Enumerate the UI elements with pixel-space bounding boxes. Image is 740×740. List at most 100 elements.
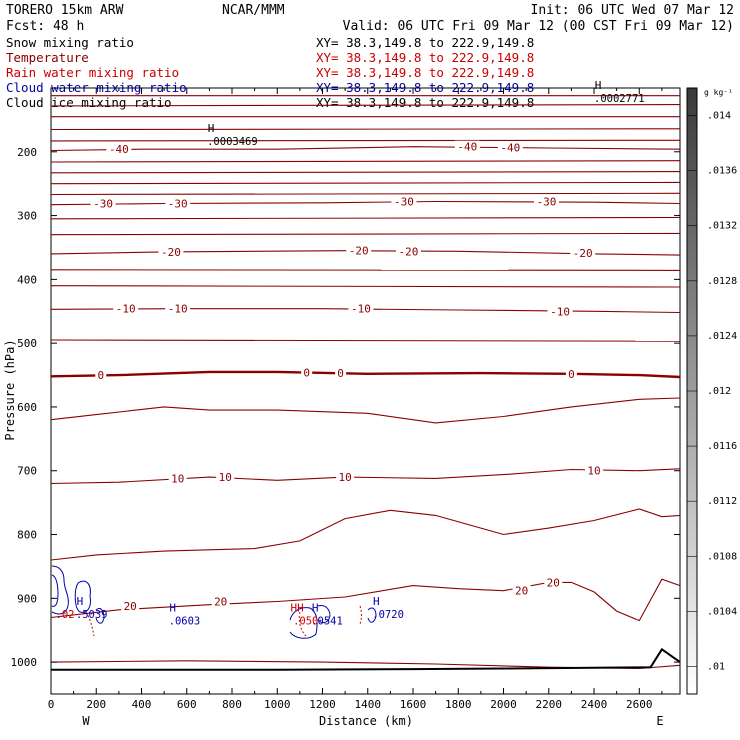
isotherm-line — [50, 308, 681, 314]
isotherm-label-bg — [395, 245, 421, 258]
x-tick-label: 1200 — [309, 698, 336, 711]
west-label: W — [82, 714, 90, 728]
isotherm-line — [50, 160, 681, 163]
isotherm-line — [50, 339, 681, 342]
colorbar-tick-label: .0108 — [707, 551, 737, 562]
field-name: Rain water mixing ratio — [6, 65, 179, 80]
isotherm-line — [50, 171, 681, 174]
colorbar-unit: g kg⁻¹ — [704, 88, 733, 97]
isotherm-label-bg — [106, 143, 132, 156]
isotherm-line — [50, 192, 681, 196]
x-tick-label: 800 — [222, 698, 242, 711]
extremum-value: .0541 — [311, 616, 343, 628]
colorbar-tick-label: .0116 — [707, 441, 737, 452]
field-xy: XY= 38.3,149.8 to 222.9,149.8 — [316, 50, 534, 65]
plot-frame — [50, 87, 681, 695]
isotherm-line — [50, 508, 681, 561]
isotherm-line — [50, 216, 681, 220]
x-tick-label: 400 — [132, 698, 152, 711]
isotherm-label-bg — [547, 305, 573, 318]
isotherm-label-bg — [391, 195, 417, 208]
mixing-ratio-contour — [289, 607, 318, 639]
mixing-ratio-contour — [367, 607, 377, 623]
center-title: NCAR/MMM — [222, 3, 285, 18]
y-tick-label: 600 — [17, 401, 37, 414]
ground-surface — [51, 647, 681, 671]
isotherm-label: 10 — [171, 472, 184, 485]
isotherm-label: -10 — [351, 303, 371, 316]
x-tick-label: 0 — [48, 698, 55, 711]
isotherm-label-bg — [113, 302, 139, 315]
isotherm-label-bg — [544, 576, 563, 589]
isotherm-label: -30 — [537, 196, 557, 209]
isotherm-label: -40 — [457, 141, 477, 154]
extremum-marker: H — [312, 602, 319, 615]
isotherm-label: 20 — [547, 576, 560, 589]
isotherm-label: -10 — [116, 303, 136, 316]
isotherm-label-bg — [158, 245, 184, 258]
mixing-ratio-contour — [95, 607, 105, 624]
east-label: E — [656, 714, 663, 728]
isotherm-label: -20 — [349, 245, 369, 258]
isotherm-label: -30 — [93, 197, 113, 210]
extremum-marker: H — [373, 595, 380, 608]
isotherm-label-bg — [565, 367, 577, 380]
isotherm-label-bg — [168, 472, 187, 485]
forecast-hour: Fcst: 48 h — [6, 19, 84, 34]
y-tick-label: 300 — [17, 210, 37, 223]
x-tick-label: 2600 — [626, 698, 653, 711]
isotherm-line — [50, 578, 681, 622]
isotherm-label-bg — [121, 599, 140, 612]
x-axis-title: Distance (km) — [319, 714, 413, 728]
isotherm-label-bg — [512, 584, 531, 597]
colorbar-tick-label: .0104 — [707, 606, 737, 617]
model-title: TORERO 15km ARW — [6, 3, 124, 18]
extremum-value: .050 — [293, 616, 318, 628]
isotherm-label: -30 — [394, 196, 414, 209]
x-tick-label: 2400 — [581, 698, 608, 711]
x-tick-label: 600 — [177, 698, 197, 711]
isotherm-label-bg — [346, 244, 372, 257]
isotherm-label-bg — [95, 369, 107, 382]
y-tick-label: 800 — [17, 529, 37, 542]
extremum-value: .02 — [56, 609, 75, 621]
extremum-marker: H — [169, 602, 176, 615]
x-tick-label: 1000 — [264, 698, 291, 711]
extremum-value: .5039 — [76, 609, 108, 621]
field-name: Temperature — [6, 50, 89, 65]
isotherm-label-bg — [497, 141, 523, 154]
colorbar-tick-label: .01 — [707, 661, 725, 672]
isotherm-label-bg — [301, 366, 313, 379]
isotherm-label: 0 — [303, 367, 310, 380]
field-name: Cloud ice mixing ratio — [6, 95, 172, 110]
isotherm-label: 10 — [219, 471, 232, 484]
isotherm-label: 20 — [124, 600, 137, 613]
x-tick-label: 200 — [86, 698, 106, 711]
mixing-ratio-contour — [85, 611, 95, 637]
extremum-value: .0003469 — [207, 136, 258, 148]
isotherm-line — [50, 370, 681, 379]
isotherm-label-bg — [90, 197, 116, 210]
isotherm-line — [50, 139, 681, 142]
colorbar-tick-label: .012 — [707, 386, 731, 397]
isotherm-label-bg — [570, 247, 596, 260]
isotherm-line — [50, 232, 681, 236]
x-tick-label: 1800 — [445, 698, 472, 711]
isotherm-label-bg — [165, 197, 191, 210]
field-xy: XY= 38.3,149.8 to 222.9,149.8 — [316, 35, 534, 50]
field-legend: Snow mixing ratio XY= 38.3,149.8 to 222.… — [6, 35, 534, 110]
isotherm-line — [50, 146, 681, 152]
extremum-marker: H — [77, 595, 84, 608]
isotherm-label-bg — [348, 302, 374, 315]
colorbar-tick-label: .0128 — [707, 276, 737, 287]
mixing-ratio-contour — [298, 611, 307, 637]
mixing-ratio-contour — [359, 605, 362, 625]
isotherm-label-bg — [211, 595, 230, 608]
extremum-value: .0002771 — [594, 93, 645, 105]
isotherm-label: -20 — [161, 246, 181, 259]
y-axis-title: Pressure (hPa) — [3, 339, 17, 440]
x-tick-label: 2000 — [490, 698, 517, 711]
extremum-value: .0720 — [372, 609, 404, 621]
mixing-ratio-contour — [51, 565, 69, 615]
